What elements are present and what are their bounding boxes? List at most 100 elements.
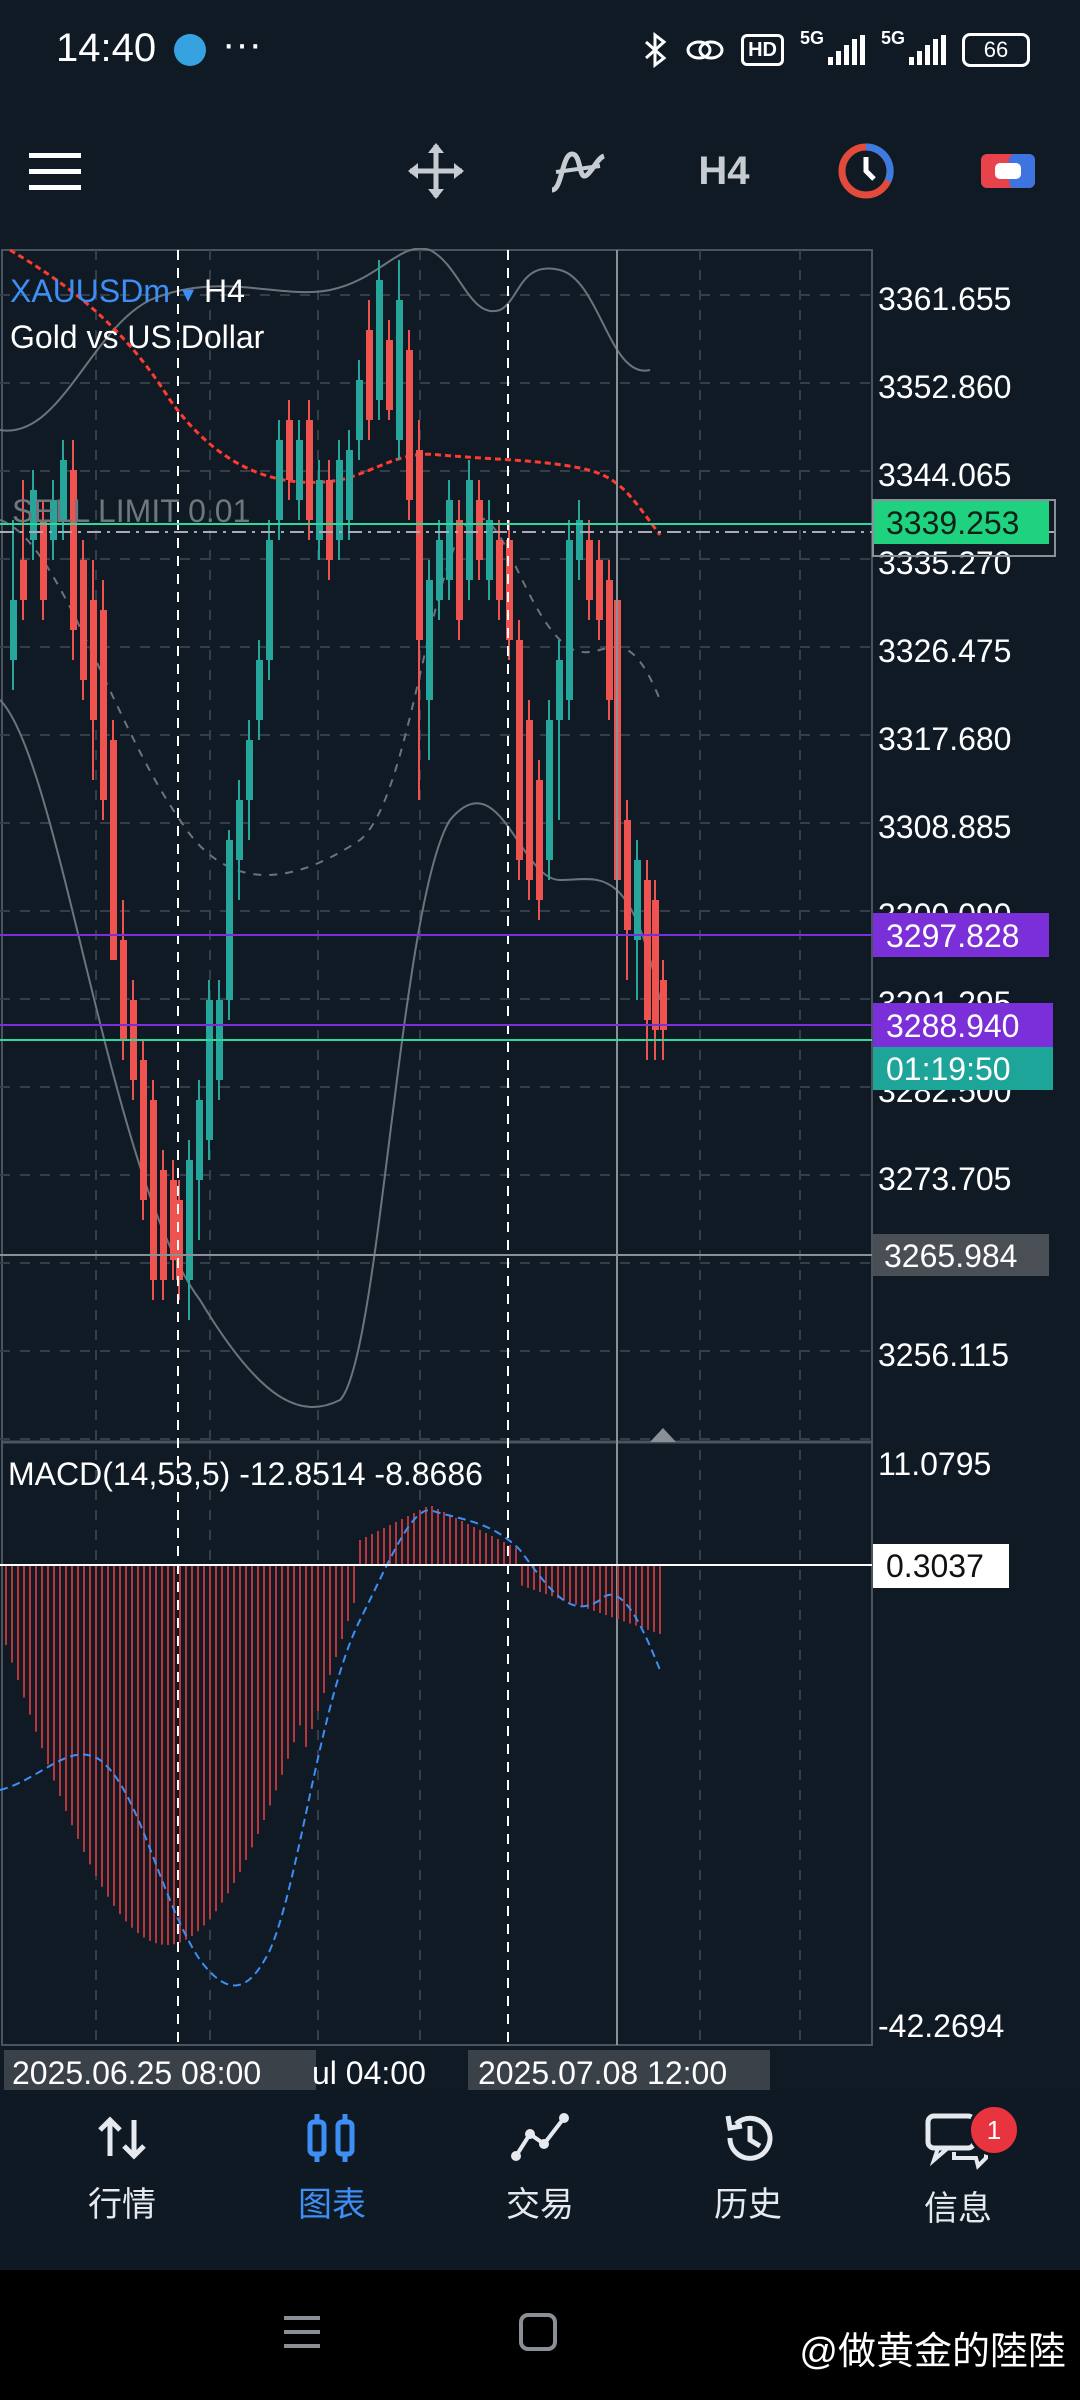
candle-body: [496, 540, 503, 600]
bar-countdown: 01:19:50: [886, 1051, 1011, 1087]
candle-body: [644, 880, 651, 1020]
timer-icon: [838, 143, 894, 199]
candle-body: [466, 480, 473, 580]
menu-button[interactable]: [28, 136, 82, 206]
candle-body: [536, 780, 543, 900]
candle-body: [476, 500, 483, 560]
candle-body: [316, 480, 323, 540]
link-icon: [686, 40, 724, 60]
macd-signal-line: [0, 1508, 661, 1987]
candle-body: [606, 580, 613, 700]
crosshair-move-icon: [408, 143, 464, 199]
quotes-icon: [98, 2116, 146, 2160]
nav-trade[interactable]: 交易: [470, 2110, 610, 2226]
timer-button[interactable]: [834, 136, 898, 206]
sell-limit-price: 3339.253: [886, 505, 1019, 541]
chart-area[interactable]: XAUUSDm ▾ H4 Gold vs US Dollar SELL LIMI…: [0, 247, 1080, 2094]
lower-band: [0, 699, 661, 1408]
candle-body: [546, 720, 553, 860]
candle-body: [286, 420, 293, 480]
candle-body: [196, 1100, 203, 1180]
signal-icon-2: [909, 35, 946, 65]
price-tick: 3361.655: [878, 281, 1011, 317]
trade-icon: [511, 2113, 569, 2161]
telegram-icon: [174, 34, 206, 66]
candle-body: [516, 640, 523, 860]
candle-body: [596, 560, 603, 620]
watermark: @做黄金的陸陸: [799, 2331, 1066, 2373]
candle-body: [326, 480, 333, 560]
one-click-trading-button[interactable]: [978, 136, 1038, 206]
candle-body: [170, 1180, 177, 1260]
price-tick: 3344.065: [878, 457, 1011, 493]
chart-icon: [307, 2114, 355, 2162]
status-time: 14:40: [56, 26, 157, 70]
nav-chart[interactable]: 图表: [262, 2110, 402, 2226]
candle-body: [160, 1170, 167, 1280]
crosshair-price: 3265.984: [884, 1238, 1017, 1274]
candle-body: [120, 940, 127, 1040]
candle-body: [70, 470, 77, 630]
indicators-icon: [550, 151, 606, 193]
order-label[interactable]: SELL LIMIT 0.01: [12, 493, 250, 529]
macd-axis-bottom: -42.2694: [878, 2008, 1004, 2044]
home-icon: [519, 2313, 557, 2351]
symbol-description: Gold vs US Dollar: [10, 319, 265, 355]
candle-body: [436, 540, 443, 600]
time-right: 2025.07.08 12:00: [478, 2055, 727, 2091]
moving-average: [9, 248, 662, 536]
nav-history[interactable]: 历史: [678, 2110, 818, 2226]
candle-body: [566, 540, 573, 700]
candle-body: [556, 660, 563, 720]
candle-body: [426, 580, 433, 700]
timeframe-button[interactable]: H4: [694, 136, 754, 206]
price-tick: 3326.475: [878, 633, 1011, 669]
candle-body: [226, 840, 233, 1000]
price-tick: 3352.860: [878, 369, 1011, 405]
nav-chart-label: 图表: [298, 2186, 366, 2224]
level-upper-tag: [873, 913, 1049, 957]
symbol-dropdown-icon[interactable]: ▾: [182, 281, 194, 308]
candle-body: [256, 660, 263, 720]
macd-axis-top: 11.0795: [878, 1446, 991, 1482]
nav-quotes-label: 行情: [88, 2186, 156, 2224]
hd-voice-icon: HD: [741, 34, 784, 66]
candle-body: [60, 460, 67, 520]
candle-body: [336, 460, 343, 540]
candle-body: [652, 900, 659, 1030]
candle-body: [376, 280, 383, 400]
candle-body: [346, 450, 353, 520]
recents-button[interactable]: [282, 2312, 322, 2357]
price-tick: 3317.680: [878, 721, 1011, 757]
candle-body: [386, 340, 393, 410]
candle-body: [20, 560, 27, 600]
price-chart[interactable]: XAUUSDm ▾ H4 Gold vs US Dollar SELL LIMI…: [0, 247, 1080, 2094]
network-type-2: 5G: [880, 28, 905, 48]
nav-messages[interactable]: 信息 1: [888, 2104, 1028, 2230]
candle-body: [50, 500, 57, 540]
scroll-marker-icon: [650, 1428, 676, 1442]
macd-histogram: [5, 1506, 661, 1945]
candle-body: [110, 740, 117, 960]
symbol-label[interactable]: XAUUSDm: [10, 273, 170, 309]
timeframe-label: H4: [698, 148, 750, 193]
nav-quotes[interactable]: 行情: [52, 2110, 192, 2226]
network-type: 5G: [799, 28, 824, 48]
sell-limit-tag-outline: [872, 499, 1056, 557]
candle-body: [576, 520, 583, 560]
candle-body: [634, 860, 641, 940]
candle-body: [306, 420, 313, 520]
crosshair-button[interactable]: [402, 136, 470, 206]
sell-limit-tag: [873, 500, 1049, 544]
candle-body: [100, 610, 107, 800]
candle-body: [140, 1060, 147, 1200]
macd-label: MACD(14,53,5) -12.8514 -8.8686: [8, 1456, 483, 1492]
candle-body: [396, 300, 403, 440]
home-button[interactable]: [518, 2312, 558, 2357]
candle-body: [296, 440, 303, 500]
nav-trade-label: 交易: [506, 2186, 574, 2224]
candle-body: [206, 1000, 213, 1140]
level-lower-price: 3288.940: [886, 1008, 1019, 1044]
candle-body: [456, 520, 463, 620]
indicators-button[interactable]: [544, 136, 612, 206]
